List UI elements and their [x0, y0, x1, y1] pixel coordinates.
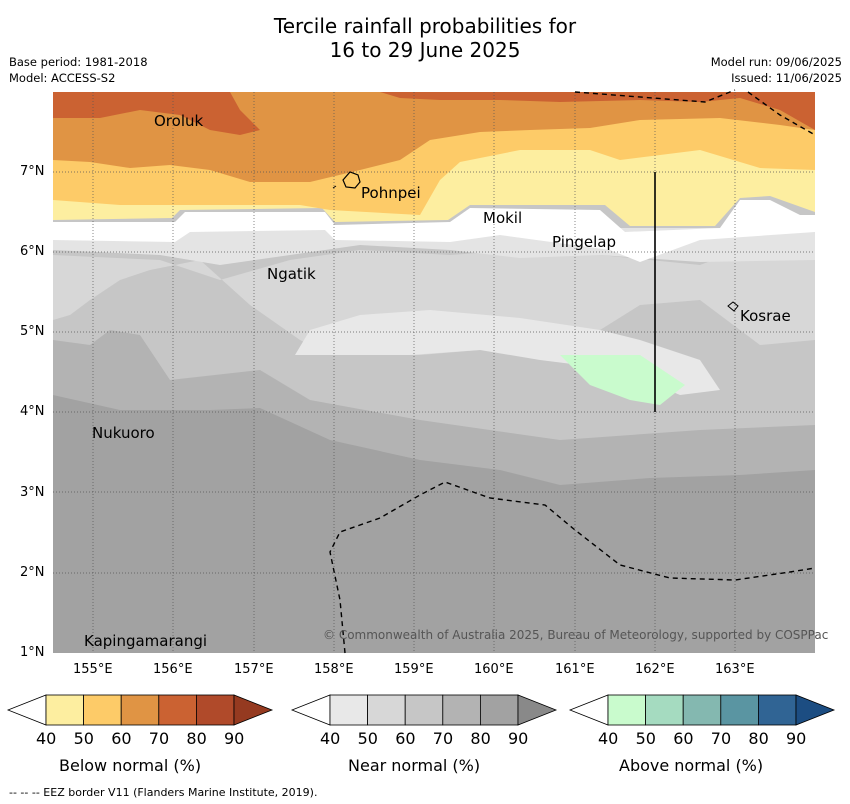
map-field [53, 92, 815, 653]
colorbar-label-below-normal: Below normal (%) [59, 756, 202, 775]
colorbar-segment [682, 694, 722, 726]
model-run-text: Model run: 09/06/2025 [710, 55, 842, 69]
place-label-pingelap: Pingelap [552, 233, 617, 251]
lon-tick: 162°E [635, 662, 675, 677]
lon-tick: 157°E [234, 662, 274, 677]
colorbar-segment [329, 694, 368, 726]
white-ribbon [53, 200, 815, 262]
colorbar-tick-label: 90 [508, 729, 529, 748]
colorbar-segment [607, 694, 646, 726]
place-label-mokil: Mokil [483, 209, 523, 227]
colorbar-tick-label: 40 [598, 729, 619, 748]
colorbar-segment [720, 694, 759, 726]
above-normal-40-zone [560, 355, 685, 405]
copyright-text: © Commonwealth of Australia 2025, Bureau… [323, 628, 829, 642]
colorbar-tick-label: 90 [224, 729, 245, 748]
place-label-pohnpei: Pohnpei [361, 184, 421, 202]
issued-text: Issued: 11/06/2025 [731, 71, 842, 85]
colorbar-tick-label: 90 [786, 729, 807, 748]
colorbar-segment [479, 694, 519, 726]
map-title-line2: 16 to 29 June 2025 [329, 38, 521, 62]
place-label-kapingamarangi: Kapingamarangi [84, 632, 208, 650]
eez-footnote: -- -- -- EEZ border V11 (Flanders Marine… [9, 786, 318, 799]
colorbar-segment [758, 694, 797, 726]
colorbars-graphic [6, 694, 836, 726]
colorbar-tick-label: 60 [111, 729, 132, 748]
colorbar-near-normal [290, 694, 558, 726]
colorbar-segment [404, 694, 444, 726]
colorbar-segment [158, 694, 197, 726]
near-normal-streak [295, 310, 720, 395]
colorbar-high-extension [517, 694, 558, 726]
lat-tick: 7°N [20, 164, 45, 179]
place-label-oroluk: Oroluk [154, 112, 204, 130]
colorbar-low-extension [6, 694, 47, 726]
lon-tick: 159°E [394, 662, 434, 677]
lon-tick: 160°E [474, 662, 514, 677]
lat-tick: 2°N [20, 565, 45, 580]
colorbar-above-normal [568, 694, 836, 726]
colorbar-segment [120, 694, 160, 726]
pohnpei-island-icon [342, 171, 361, 189]
colorbar-below-normal [6, 694, 274, 726]
colorbar-segment [83, 694, 122, 726]
colorbar-segment [195, 694, 235, 726]
kosrae-island-icon [727, 301, 739, 312]
colorbar-low-extension [568, 694, 609, 726]
colorbar-segment [45, 694, 84, 726]
colorbar-tick-label: 70 [710, 729, 732, 748]
place-label-nukuoro: Nukuoro [92, 424, 155, 442]
colorbar-high-extension [795, 694, 836, 726]
colorbar-tick-label: 50 [635, 729, 656, 748]
colorbar-high-extension [233, 694, 274, 726]
colorbar-tick-label: 60 [395, 729, 416, 748]
lon-tick: 156°E [153, 662, 193, 677]
place-label-ngatik: Ngatik [267, 265, 316, 283]
colorbar-tick-label: 40 [36, 729, 57, 748]
ant-atoll-icon [332, 185, 337, 189]
colorbar-tick-label: 70 [432, 729, 454, 748]
colorbar-tick-label: 50 [357, 729, 378, 748]
lat-tick: 5°N [20, 324, 45, 339]
lon-tick: 158°E [314, 662, 354, 677]
lat-tick: 3°N [20, 485, 45, 500]
colorbar-low-extension [290, 694, 331, 726]
lat-tick: 6°N [20, 244, 45, 259]
colorbar-tick-label: 80 [186, 729, 207, 748]
lat-tick: 1°N [20, 645, 45, 660]
colorbar-segment [442, 694, 481, 726]
colorbar-segment [645, 694, 684, 726]
colorbar-label-near-normal: Near normal (%) [348, 756, 481, 775]
below-normal-70-zone-east [380, 92, 815, 130]
colorbar-segment [367, 694, 406, 726]
colorbar-label-above-normal: Above normal (%) [619, 756, 764, 775]
colorbar-tick-label: 40 [320, 729, 341, 748]
colorbar-tick-label: 60 [673, 729, 694, 748]
lon-tick: 161°E [555, 662, 595, 677]
lat-tick: 4°N [20, 404, 45, 419]
eez-borders [329, 89, 816, 654]
place-label-kosrae: Kosrae [740, 307, 791, 325]
map-title-line1: Tercile rainfall probabilities for [273, 14, 577, 38]
model-text: Model: ACCESS-S2 [9, 71, 116, 85]
below-normal-70-zone-west [53, 92, 260, 135]
colorbar-tick-label: 70 [148, 729, 170, 748]
lon-tick: 163°E [715, 662, 755, 677]
colorbar-tick-label: 80 [470, 729, 491, 748]
base-period-text: Base period: 1981-2018 [9, 55, 148, 69]
colorbar-tick-label: 50 [73, 729, 94, 748]
colorbar-tick-label: 80 [748, 729, 769, 748]
near-normal-40-zone [53, 250, 815, 355]
lon-tick: 155°E [73, 662, 113, 677]
